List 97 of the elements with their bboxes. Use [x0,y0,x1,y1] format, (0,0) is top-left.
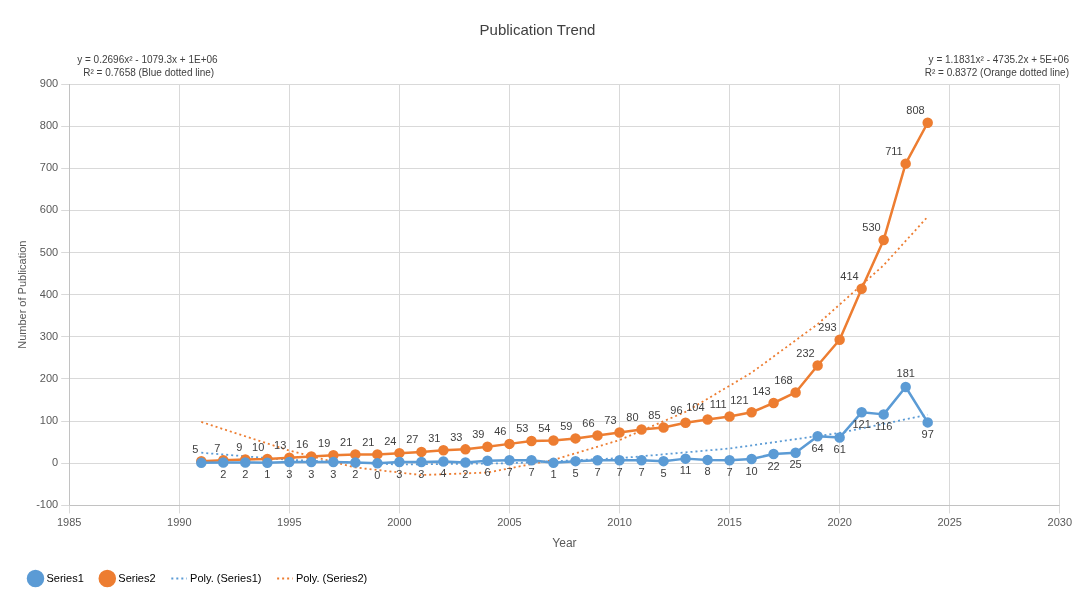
data-label: 7 [616,465,623,478]
data-label: 5 [660,466,667,479]
data-label: 39 [472,428,485,441]
data-label: 59 [560,419,573,432]
data-label: 116 [874,419,893,432]
x-tick-label: 1995 [277,516,302,529]
data-label: 4 [440,467,447,480]
y-tick-label: 600 [39,203,59,216]
data-label: 10 [745,464,758,477]
data-label: 16 [296,438,309,451]
data-label: 7 [726,465,733,478]
y-tick-label: 400 [39,287,59,300]
data-label: 61 [833,443,846,456]
x-tick-label: 2000 [387,516,412,529]
data-label: 3 [330,467,337,480]
text: y = 0.2696x² - 1079.3x + 1E+06 R² = 0.7658 (Blue dotted line) [77,53,219,78]
data-label: 2 [462,467,469,480]
data-label: 5 [572,466,579,479]
data-label: 3 [396,467,403,480]
data-label: 8 [704,465,711,478]
data-label: 46 [494,425,507,438]
data-label: 85 [648,408,661,421]
data-label: 31 [428,431,441,444]
data-label: 121 [852,417,871,430]
data-label: 53 [516,422,529,435]
data-label: 97 [921,427,934,440]
data-label: 2 [242,467,249,480]
data-label: 54 [538,422,551,435]
data-label: 3 [418,467,425,480]
data-label: 3 [308,467,315,480]
data-label: 27 [406,433,419,446]
data-label: 711 [885,145,903,158]
data-label: 7 [638,465,645,478]
y-tick-label: 700 [39,161,59,174]
x-tick-label: 2020 [827,516,852,529]
y-tick-label: 200 [39,372,59,385]
data-label: 13 [274,439,287,452]
x-tick-label: 2015 [717,516,742,529]
data-label: 232 [796,347,815,360]
y-tick-label: 900 [39,77,59,90]
data-label: 7 [506,465,513,478]
data-label: 25 [789,458,802,471]
data-label: 530 [862,221,881,234]
y-tick-label: 100 [39,414,59,427]
data-label: 64 [811,441,824,454]
y-tick-label: 0 [52,456,59,469]
data-label: 104 [686,400,705,413]
data-label: 7 [214,441,221,454]
data-label: 33 [450,430,463,443]
legend-label: Series1 [46,571,84,584]
y-tick-label: -100 [36,498,59,511]
data-label: 73 [604,414,617,427]
text: y = 1.1831x² - 4735.2x + 5E+06 R² = 0.8372 (Orange dotted line) [924,53,1070,78]
data-label: 21 [362,435,375,448]
data-label: 19 [318,436,331,449]
legend-label: Poly. (Series2) [295,571,368,584]
data-label: 96 [670,404,683,417]
data-label: 2 [220,467,227,480]
data-label: 7 [528,465,535,478]
data-label: 1 [550,468,557,481]
chart-title: Publication Trend [479,21,596,39]
x-tick-label: 2025 [937,516,962,529]
data-label: 6 [484,466,491,479]
x-tick-label: 2010 [607,516,632,529]
y-tick-label: 800 [39,119,59,132]
data-label: 10 [252,440,265,453]
y-tick-label: 500 [39,245,59,258]
legend-label: Poly. (Series1) [190,571,262,584]
data-label: 293 [818,321,837,334]
x-tick-label: 1990 [167,516,192,529]
data-label: 66 [582,416,595,429]
data-label: 111 [709,398,727,411]
data-label: 21 [340,435,353,448]
x-tick-label: 2030 [1047,516,1073,529]
y-tick-label: 300 [39,329,59,342]
data-label: 121 [730,393,749,406]
data-label: 24 [384,434,397,447]
data-label: 9 [236,441,243,453]
x-tick-label: 2005 [497,516,522,529]
data-label: 0 [374,468,381,481]
data-label: 808 [906,104,925,117]
data-label: 22 [767,459,780,472]
data-label: 5 [192,442,199,455]
x-axis-title: Year [552,536,577,551]
data-label: 168 [774,374,793,386]
data-label: 181 [896,366,915,379]
data-label: 11 [679,464,692,477]
legend-label: Series2 [118,571,156,584]
data-label: 80 [626,411,639,424]
data-label: 2 [352,467,359,480]
data-label: 3 [286,467,293,480]
data-label: 1 [264,468,271,481]
y-axis-title: Number of Publication [15,240,28,349]
data-label: 414 [840,270,859,283]
data-label: 7 [594,465,601,478]
x-tick-label: 1985 [56,516,82,529]
data-label: 143 [752,384,771,397]
